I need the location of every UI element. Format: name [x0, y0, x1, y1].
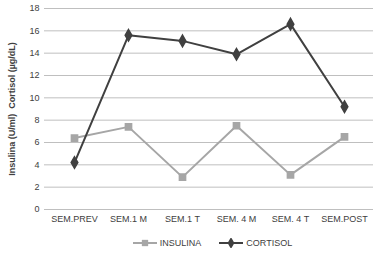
svg-text:12: 12	[29, 70, 39, 80]
svg-text:2: 2	[34, 182, 39, 192]
svg-text:0: 0	[34, 204, 39, 214]
svg-text:10: 10	[29, 93, 39, 103]
svg-text:SEM.POST: SEM.POST	[321, 214, 368, 224]
svg-text:8: 8	[34, 115, 39, 125]
svg-text:6: 6	[34, 137, 39, 147]
svg-text:14: 14	[29, 48, 39, 58]
svg-text:SEM.1 M: SEM.1 M	[110, 214, 147, 224]
svg-text:4: 4	[34, 160, 39, 170]
svg-text:SEM.PREV: SEM.PREV	[51, 214, 98, 224]
svg-text:16: 16	[29, 26, 39, 36]
html-text:CORTISOL: CORTISOL	[246, 238, 293, 248]
svg-text:18: 18	[29, 3, 39, 13]
svg-text:Insulina (U/ml) Cortisol (µg/: Insulina (U/ml) Cortisol (µg/dL)	[7, 42, 17, 176]
html-text:INSULINA: INSULINA	[159, 238, 202, 248]
svg-text:SEM.1 T: SEM.1 T	[165, 214, 200, 224]
svg-text:SEM. 4 T: SEM. 4 T	[272, 214, 310, 224]
svg-text:SEM. 4 M: SEM. 4 M	[217, 214, 257, 224]
